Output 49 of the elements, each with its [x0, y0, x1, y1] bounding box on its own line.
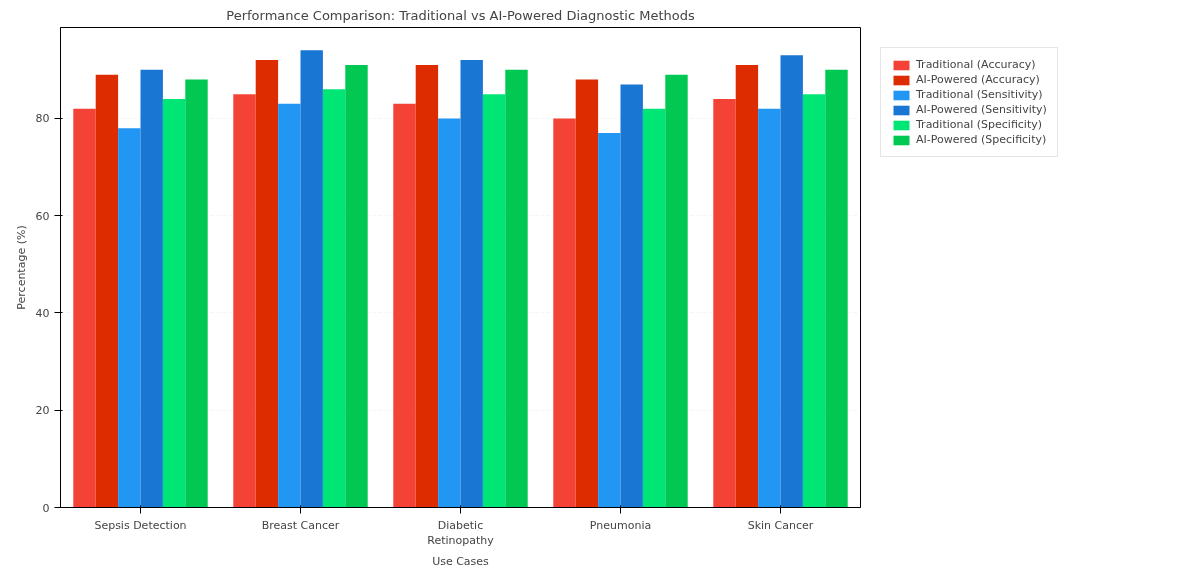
legend-label: Traditional (Accuracy) — [916, 58, 1036, 71]
bar — [758, 108, 781, 508]
y-tick-label: 0 — [42, 501, 50, 515]
bar — [255, 60, 279, 508]
chart-title: Performance Comparison: Traditional vs AI-Powered Diagnostic Methods — [226, 7, 695, 23]
bar — [162, 98, 186, 508]
legend-label: Traditional (Specificity) — [916, 118, 1043, 131]
x-axis-title: Use Cases — [432, 555, 490, 569]
bar — [118, 128, 141, 508]
y-tick-label: 80 — [35, 112, 50, 126]
bar — [553, 118, 576, 508]
bar — [438, 118, 461, 508]
legend-label: Traditional (Sensitivity) — [916, 88, 1043, 101]
bar — [642, 108, 666, 508]
bar — [505, 69, 528, 508]
x-tick-label: Breast Cancer — [261, 518, 340, 532]
bar — [620, 84, 643, 508]
x-tick-label: Skin Cancer — [747, 518, 814, 532]
bar — [95, 74, 119, 508]
bar — [185, 79, 208, 508]
bar — [322, 89, 346, 508]
legend-label: AI-Powered (Accuracy) — [916, 73, 1040, 86]
bar — [345, 64, 368, 508]
bar — [140, 69, 163, 508]
bar — [825, 69, 848, 508]
bar — [713, 98, 736, 508]
bar — [233, 94, 256, 508]
x-tick-label: Pneumonia — [589, 518, 652, 532]
y-tick-label: 20 — [35, 404, 50, 418]
bar — [73, 108, 96, 508]
legend-label: AI-Powered (Specificity) — [916, 133, 1047, 146]
bar — [278, 103, 301, 508]
bar — [802, 94, 826, 508]
y-tick-label: 60 — [35, 209, 50, 223]
bar — [482, 94, 506, 508]
x-tick-label: Diabetic Retinopathy — [427, 518, 495, 548]
bar — [735, 64, 759, 508]
bar — [780, 55, 803, 508]
bar — [575, 79, 599, 508]
bar — [300, 50, 323, 508]
x-tick-label: Sepsis Detection — [94, 518, 187, 532]
y-axis-title: Percentage (%) — [14, 225, 28, 310]
bar — [460, 60, 483, 508]
bar — [393, 103, 416, 508]
legend-label: AI-Powered (Sensitivity) — [916, 103, 1047, 116]
bar — [598, 133, 621, 508]
y-tick-label: 40 — [35, 306, 50, 320]
bar — [665, 74, 688, 508]
bar — [415, 64, 439, 508]
